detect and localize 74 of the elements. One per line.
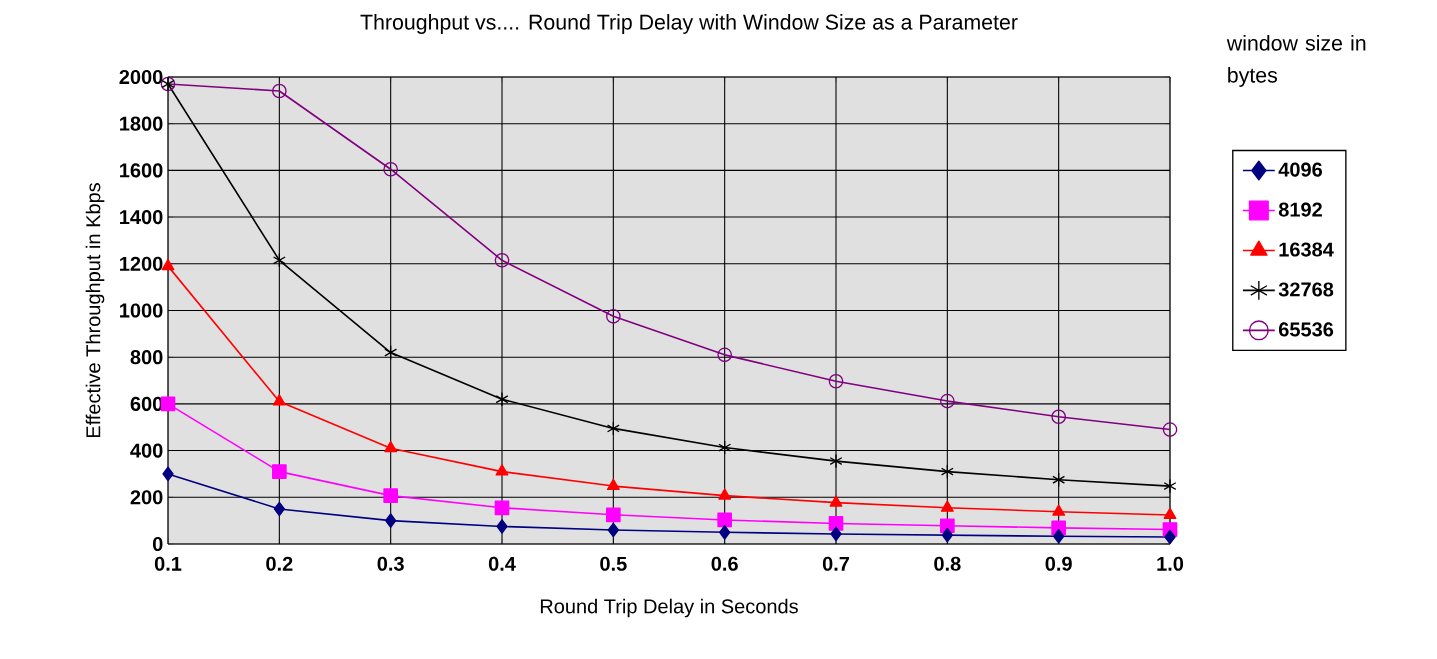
y-tick-label: 1600 bbox=[120, 163, 163, 178]
point bbox=[719, 524, 731, 540]
point bbox=[272, 394, 286, 406]
point bbox=[160, 396, 176, 412]
y-tick-label: 1200 bbox=[120, 256, 163, 271]
point bbox=[717, 347, 733, 363]
point bbox=[1162, 422, 1178, 437]
point bbox=[385, 513, 397, 528]
x-tick-label: 0.8 bbox=[934, 556, 961, 571]
y-tick-label: 1800 bbox=[120, 116, 163, 131]
legend-title: window size in bytes bbox=[1226, 35, 1366, 87]
x-tick-label: 0.4 bbox=[488, 556, 516, 571]
point bbox=[496, 519, 508, 534]
chart-title: Throughput vs.... Round Trip Delay with Window Size as a Parameter bbox=[360, 14, 1018, 34]
y-axis-title: Effective Throughput in Kbps bbox=[85, 183, 105, 438]
x-tick-label: 0.2 bbox=[266, 556, 293, 571]
point bbox=[384, 440, 398, 453]
y-tick-label: 1400 bbox=[120, 210, 163, 225]
point bbox=[1052, 504, 1066, 516]
point bbox=[383, 488, 399, 503]
point bbox=[606, 478, 620, 491]
point bbox=[494, 252, 510, 268]
x-tick-label: 0.7 bbox=[822, 556, 850, 571]
point bbox=[272, 464, 287, 479]
y-tick-label: 400 bbox=[130, 443, 163, 458]
point bbox=[1053, 528, 1065, 544]
point bbox=[606, 308, 621, 324]
point bbox=[1164, 529, 1176, 545]
point bbox=[162, 466, 174, 482]
point bbox=[940, 393, 955, 409]
point bbox=[1052, 472, 1066, 488]
x-tick-label: 0.9 bbox=[1045, 556, 1072, 571]
y-tick-label: 600 bbox=[130, 396, 163, 411]
point bbox=[718, 488, 732, 500]
point bbox=[828, 373, 844, 389]
point bbox=[606, 421, 620, 436]
point bbox=[272, 252, 286, 268]
x-tick-label: 0.3 bbox=[377, 556, 404, 571]
point bbox=[1163, 478, 1177, 494]
point bbox=[1163, 507, 1177, 520]
point bbox=[495, 464, 509, 476]
point bbox=[830, 526, 842, 542]
legend-label: 32768 bbox=[1278, 282, 1334, 297]
point bbox=[272, 83, 287, 99]
point bbox=[494, 500, 510, 516]
legend-label: 16384 bbox=[1279, 242, 1334, 257]
y-tick-label: 800 bbox=[130, 350, 163, 365]
point bbox=[829, 453, 843, 469]
point bbox=[718, 440, 732, 455]
y-tick-label: 200 bbox=[130, 490, 163, 505]
point bbox=[273, 501, 286, 517]
point bbox=[829, 495, 843, 507]
point bbox=[717, 512, 733, 528]
y-tick-label: 2000 bbox=[119, 69, 163, 85]
point bbox=[384, 345, 398, 360]
point bbox=[606, 507, 621, 523]
point bbox=[940, 500, 954, 512]
point bbox=[828, 516, 844, 531]
point bbox=[495, 391, 509, 407]
x-axis-title: Round Trip Delay in Seconds bbox=[540, 598, 798, 618]
x-tick-label: 0.5 bbox=[600, 556, 627, 571]
point bbox=[607, 522, 620, 538]
point bbox=[383, 161, 399, 177]
x-tick-label: 0.6 bbox=[711, 556, 738, 571]
legend-label: 8192 bbox=[1278, 202, 1322, 217]
legend-label: 65536 bbox=[1278, 322, 1334, 337]
point bbox=[941, 527, 953, 543]
legend-label: 4096 bbox=[1278, 162, 1322, 177]
y-tick-label: 0 bbox=[152, 536, 163, 552]
x-tick-label: 0.1 bbox=[154, 556, 182, 571]
point bbox=[1051, 409, 1066, 425]
x-tick-label: 1.0 bbox=[1157, 556, 1184, 571]
y-tick-label: 1000 bbox=[120, 303, 163, 318]
point bbox=[940, 464, 954, 479]
